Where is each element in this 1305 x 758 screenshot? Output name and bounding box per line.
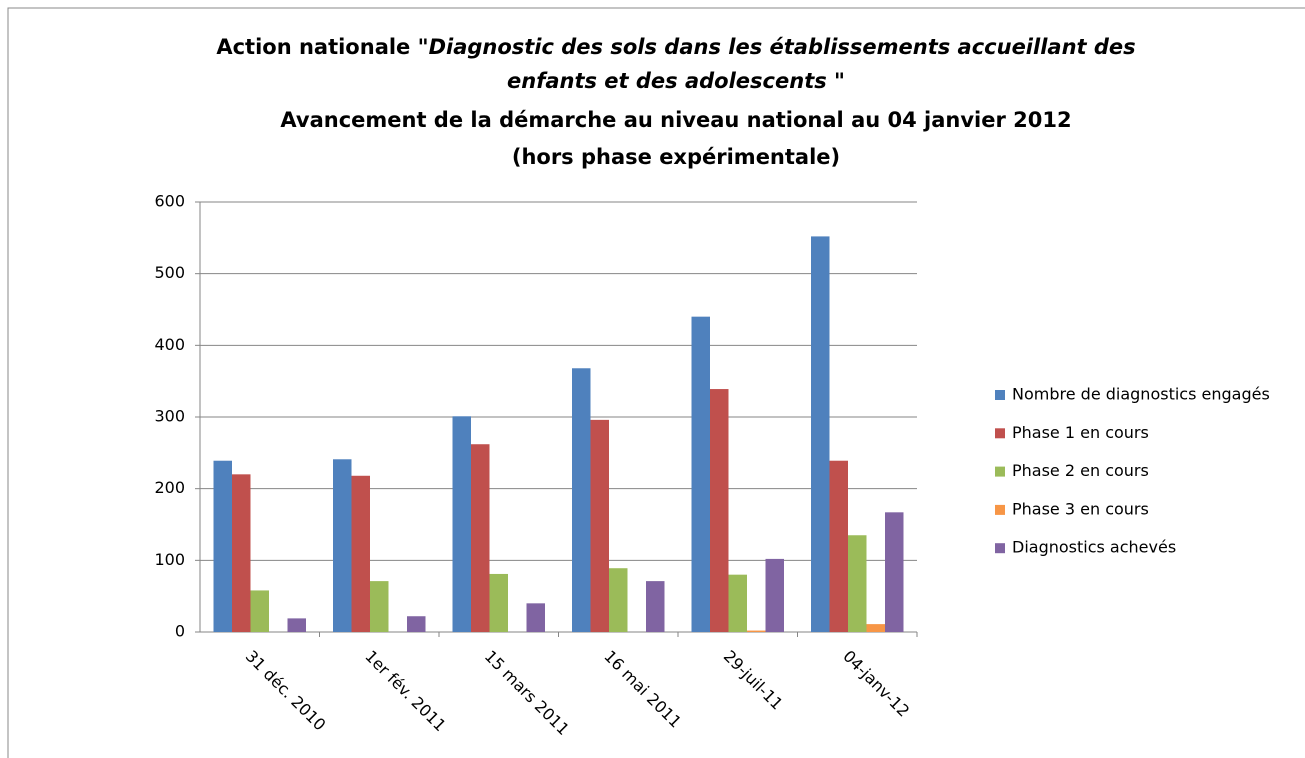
chart-title: Avancement de la démarche au niveau nati… bbox=[280, 108, 1071, 132]
bar bbox=[333, 459, 352, 632]
bar bbox=[250, 590, 269, 632]
legend-swatch bbox=[995, 390, 1005, 400]
legend-label: Phase 1 en cours bbox=[1012, 423, 1149, 442]
y-tick-label: 200 bbox=[154, 478, 185, 497]
bar bbox=[885, 512, 904, 632]
bar bbox=[471, 444, 490, 632]
title-segment: enfants et des adolescents bbox=[507, 69, 827, 93]
bar bbox=[747, 630, 766, 632]
bar bbox=[728, 574, 747, 632]
y-tick-label: 0 bbox=[175, 622, 185, 641]
y-tick-label: 400 bbox=[154, 335, 185, 354]
y-tick-label: 600 bbox=[154, 192, 185, 211]
legend-label: Phase 2 en cours bbox=[1012, 461, 1149, 480]
bar bbox=[232, 474, 251, 632]
y-tick-label: 500 bbox=[154, 263, 185, 282]
bar bbox=[609, 568, 628, 632]
title-segment: Diagnostic des sols dans les établisseme… bbox=[429, 35, 1136, 59]
title-segment: " bbox=[827, 69, 845, 93]
y-tick-label: 100 bbox=[154, 550, 185, 569]
bar bbox=[811, 236, 830, 632]
bar bbox=[572, 368, 591, 632]
bar bbox=[526, 603, 545, 632]
title-segment: Avancement de la démarche au niveau nati… bbox=[280, 108, 1071, 132]
legend-swatch bbox=[995, 543, 1005, 554]
bar bbox=[710, 389, 729, 632]
bar bbox=[646, 581, 665, 632]
bar bbox=[213, 460, 232, 632]
legend-label: Phase 3 en cours bbox=[1012, 499, 1149, 518]
legend-label: Nombre de diagnostics engagés bbox=[1012, 385, 1270, 404]
bar bbox=[765, 558, 784, 632]
legend-swatch bbox=[995, 466, 1005, 477]
title-segment: (hors phase expérimentale) bbox=[512, 145, 840, 169]
legend-label: Diagnostics achevés bbox=[1012, 538, 1176, 557]
bar bbox=[590, 419, 609, 632]
bar bbox=[407, 616, 426, 632]
bar bbox=[489, 573, 508, 632]
chart-title: Action nationale "Diagnostic des sols da… bbox=[216, 35, 1135, 59]
legend-swatch bbox=[995, 504, 1005, 515]
bar bbox=[452, 416, 471, 632]
bar bbox=[351, 475, 370, 632]
chart-title: enfants et des adolescents " bbox=[507, 69, 845, 93]
bar bbox=[829, 460, 848, 632]
bar bbox=[287, 618, 306, 632]
bar bbox=[370, 581, 389, 632]
chart-title: (hors phase expérimentale) bbox=[512, 145, 840, 169]
bar bbox=[848, 535, 867, 632]
chart-frame bbox=[7, 7, 1305, 758]
bar bbox=[866, 624, 885, 632]
y-tick-label: 300 bbox=[154, 407, 185, 426]
bar bbox=[691, 316, 710, 632]
legend-swatch bbox=[995, 428, 1005, 439]
title-segment: Action nationale " bbox=[216, 35, 428, 59]
